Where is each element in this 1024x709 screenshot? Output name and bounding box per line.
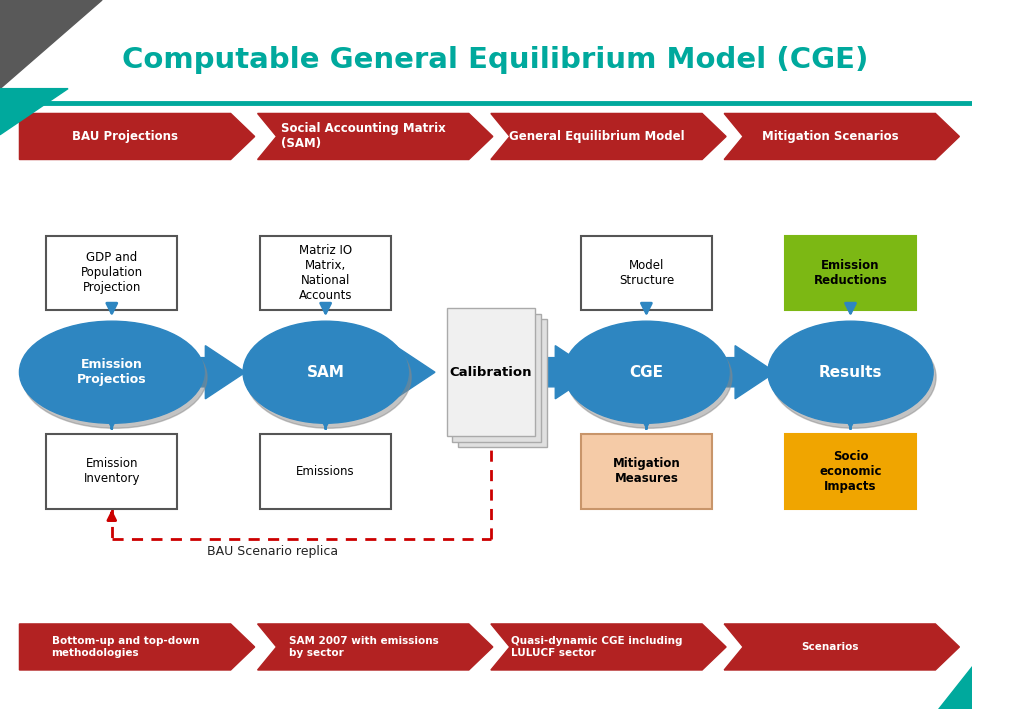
Polygon shape <box>382 346 435 398</box>
Text: SAM: SAM <box>307 364 344 380</box>
FancyBboxPatch shape <box>785 235 916 311</box>
FancyBboxPatch shape <box>446 308 536 437</box>
Polygon shape <box>724 624 959 670</box>
Text: BAU Projections: BAU Projections <box>73 130 178 143</box>
Text: Social Accounting Matrix
(SAM): Social Accounting Matrix (SAM) <box>281 123 445 150</box>
Text: Results: Results <box>819 364 883 380</box>
Text: GDP and
Population
Projection: GDP and Population Projection <box>81 252 142 294</box>
Polygon shape <box>258 624 493 670</box>
Polygon shape <box>722 346 775 398</box>
Ellipse shape <box>23 326 207 428</box>
Text: Scenarios: Scenarios <box>801 642 859 652</box>
Ellipse shape <box>566 326 732 428</box>
Text: Emission
Reductions: Emission Reductions <box>814 259 888 287</box>
Ellipse shape <box>19 321 204 423</box>
Text: Computable General Equilibrium Model (CGE): Computable General Equilibrium Model (CG… <box>122 46 868 74</box>
Text: Model
Structure: Model Structure <box>618 259 674 287</box>
Text: Mitigation Scenarios: Mitigation Scenarios <box>762 130 898 143</box>
Text: Matriz IO
Matrix,
National
Accounts: Matriz IO Matrix, National Accounts <box>299 244 352 302</box>
Polygon shape <box>490 113 726 160</box>
Ellipse shape <box>771 326 936 428</box>
Polygon shape <box>724 113 959 160</box>
Text: Emissions: Emissions <box>296 465 355 478</box>
Polygon shape <box>258 113 493 160</box>
FancyBboxPatch shape <box>453 314 541 442</box>
Text: SAM 2007 with emissions
by sector: SAM 2007 with emissions by sector <box>289 636 438 658</box>
Ellipse shape <box>768 321 933 423</box>
FancyBboxPatch shape <box>581 434 712 509</box>
Text: Socio
economic
Impacts: Socio economic Impacts <box>819 450 882 493</box>
Ellipse shape <box>564 321 729 423</box>
Text: Emission
Projectios: Emission Projectios <box>77 358 146 386</box>
Polygon shape <box>191 346 246 398</box>
Text: BAU Scenario replica: BAU Scenario replica <box>207 545 338 558</box>
FancyBboxPatch shape <box>46 434 177 509</box>
Text: Calibration: Calibration <box>450 366 532 379</box>
Polygon shape <box>19 113 255 160</box>
FancyBboxPatch shape <box>459 319 547 447</box>
Polygon shape <box>542 346 595 398</box>
FancyBboxPatch shape <box>785 434 916 509</box>
Ellipse shape <box>246 326 412 428</box>
Text: CGE: CGE <box>630 364 664 380</box>
Text: Quasi-dynamic CGE including
LULUCF sector: Quasi-dynamic CGE including LULUCF secto… <box>511 636 682 658</box>
FancyBboxPatch shape <box>581 235 712 311</box>
Polygon shape <box>490 624 726 670</box>
Text: Mitigation
Measures: Mitigation Measures <box>612 457 680 486</box>
Text: Emission
Inventory: Emission Inventory <box>84 457 140 486</box>
Polygon shape <box>19 624 255 670</box>
Text: Bottom-up and top-down
methodologies: Bottom-up and top-down methodologies <box>51 636 199 658</box>
Ellipse shape <box>243 321 409 423</box>
Polygon shape <box>938 666 972 709</box>
Text: General Equilibrium Model: General Equilibrium Model <box>509 130 684 143</box>
Polygon shape <box>0 89 68 135</box>
Polygon shape <box>0 0 102 89</box>
FancyBboxPatch shape <box>260 434 391 509</box>
FancyBboxPatch shape <box>46 235 177 311</box>
FancyBboxPatch shape <box>260 235 391 311</box>
